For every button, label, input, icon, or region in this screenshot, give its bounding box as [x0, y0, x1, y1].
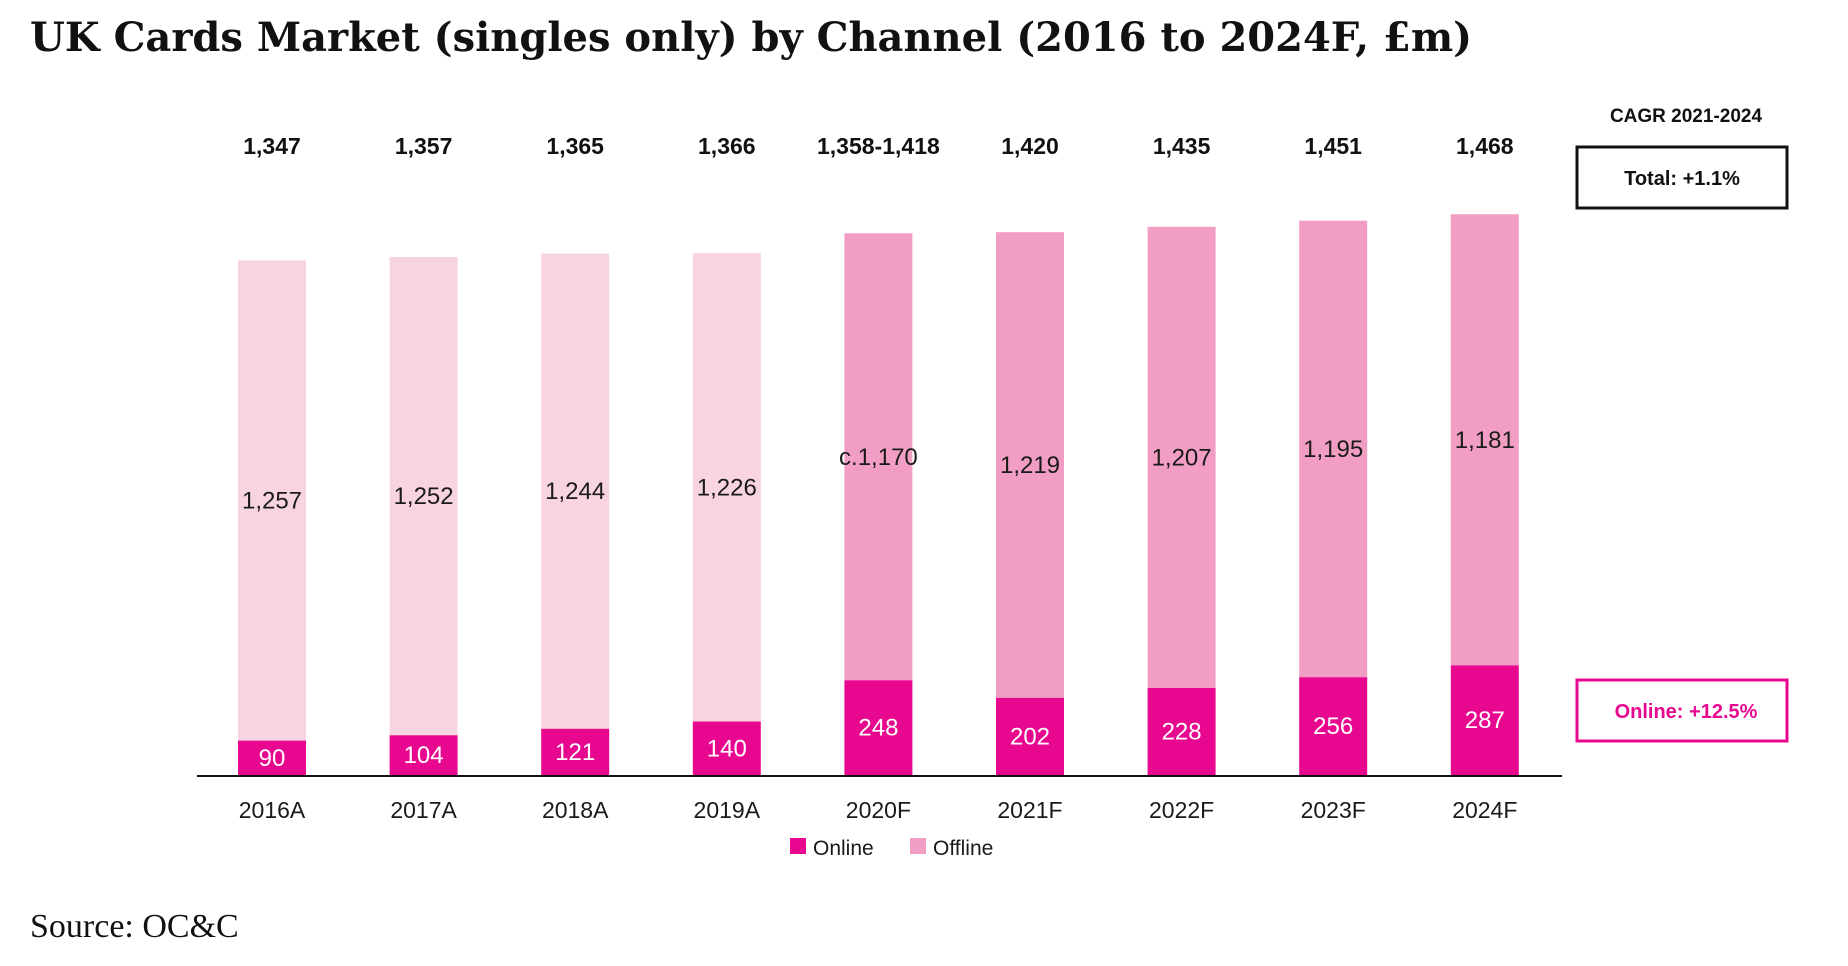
bar-online-2021F: [996, 697, 1064, 775]
bars-layer: [238, 214, 1519, 775]
x-tick-label: 2019A: [694, 797, 761, 823]
total-value-label: 1,357: [395, 133, 453, 159]
stacked-bar-chart: 90 1,257 1,347 2016A 104 1,252 1,357 2017A 121 1,…: [197, 106, 1789, 860]
total-value-label: 1,347: [243, 133, 301, 159]
online-value-label: 104: [404, 742, 444, 769]
online-value-label: 202: [1010, 723, 1050, 750]
x-tick-label: 2018A: [542, 797, 609, 823]
total-value-label: 1,451: [1304, 133, 1362, 159]
x-tick-label: 2017A: [390, 797, 457, 823]
bar-online-2019A: [692, 721, 761, 775]
cagr-total-value: Total: +1.1%: [1624, 168, 1740, 190]
x-tick-label: 2022F: [1149, 797, 1214, 823]
bar-offline-2018A: [541, 253, 610, 729]
total-value-label: 1,468: [1456, 133, 1514, 159]
bar-online-2016A: [238, 740, 306, 775]
total-value-label: 1,435: [1153, 133, 1211, 159]
bar-offline-2024F: [1450, 214, 1519, 666]
offline-value-label: 1,219: [1000, 452, 1060, 479]
bar-online-2022F: [1147, 687, 1216, 775]
cagr-online-value: Online: +12.5%: [1615, 701, 1758, 723]
x-tick-label: 2024F: [1452, 797, 1517, 823]
chart-title: UK Cards Market (singles only) by Channe…: [30, 14, 1473, 61]
bar-offline-2020F: [844, 233, 913, 681]
bar-offline-2019A: [692, 253, 761, 722]
x-tick-label: 2021F: [997, 797, 1062, 823]
x-tick-label: 2023F: [1301, 797, 1366, 823]
cagr-panel: CAGR 2021-2024 Total: +1.1% Online: +12.…: [1575, 106, 1789, 743]
offline-value-label: c.1,170: [839, 444, 918, 471]
online-value-label: 140: [707, 735, 747, 762]
online-value-label: 121: [555, 739, 595, 766]
legend: Online Offline: [790, 837, 993, 860]
legend-swatch-offline: [910, 838, 926, 854]
online-value-label: 256: [1313, 713, 1353, 740]
bar-online-2020F: [844, 680, 913, 775]
cagr-online-box: [1575, 678, 1789, 743]
offline-value-label: 1,257: [242, 488, 302, 515]
online-value-label: 228: [1162, 718, 1202, 745]
bar-offline-2022F: [1147, 226, 1216, 688]
offline-value-label: 1,244: [545, 478, 605, 505]
source-note: Source: OC&C: [30, 908, 239, 945]
labels-layer: 90 1,257 1,347 2016A 104 1,252 1,357 2017A 121 1,…: [239, 133, 1518, 823]
offline-value-label: 1,226: [697, 474, 757, 501]
bar-offline-2021F: [996, 232, 1064, 698]
x-tick-label: 2016A: [239, 797, 306, 823]
bar-offline-2016A: [238, 260, 306, 741]
online-value-label: 248: [858, 715, 898, 742]
offline-value-label: 1,181: [1455, 427, 1515, 454]
legend-swatch-online: [790, 838, 806, 854]
legend-label-offline: Offline: [933, 837, 993, 860]
bar-online-2017A: [389, 735, 458, 775]
offline-value-label: 1,195: [1303, 436, 1363, 463]
bar-online-2023F: [1299, 677, 1368, 775]
x-tick-label: 2020F: [846, 797, 911, 823]
offline-value-label: 1,207: [1152, 444, 1212, 471]
total-value-label: 1,365: [546, 133, 604, 159]
total-value-label: 1,358-1,418: [817, 133, 940, 159]
legend-label-online: Online: [813, 837, 874, 860]
cagr-title: CAGR 2021-2024: [1610, 106, 1763, 127]
online-value-label: 287: [1465, 707, 1505, 734]
bar-offline-2017A: [389, 257, 458, 736]
total-value-label: 1,366: [698, 133, 756, 159]
online-value-label: 90: [259, 745, 286, 772]
cagr-total-box: [1575, 145, 1789, 210]
bar-online-2018A: [541, 728, 610, 775]
total-value-label: 1,420: [1001, 133, 1059, 159]
bar-online-2024F: [1450, 665, 1519, 775]
bar-offline-2023F: [1299, 220, 1368, 678]
offline-value-label: 1,252: [394, 483, 454, 510]
